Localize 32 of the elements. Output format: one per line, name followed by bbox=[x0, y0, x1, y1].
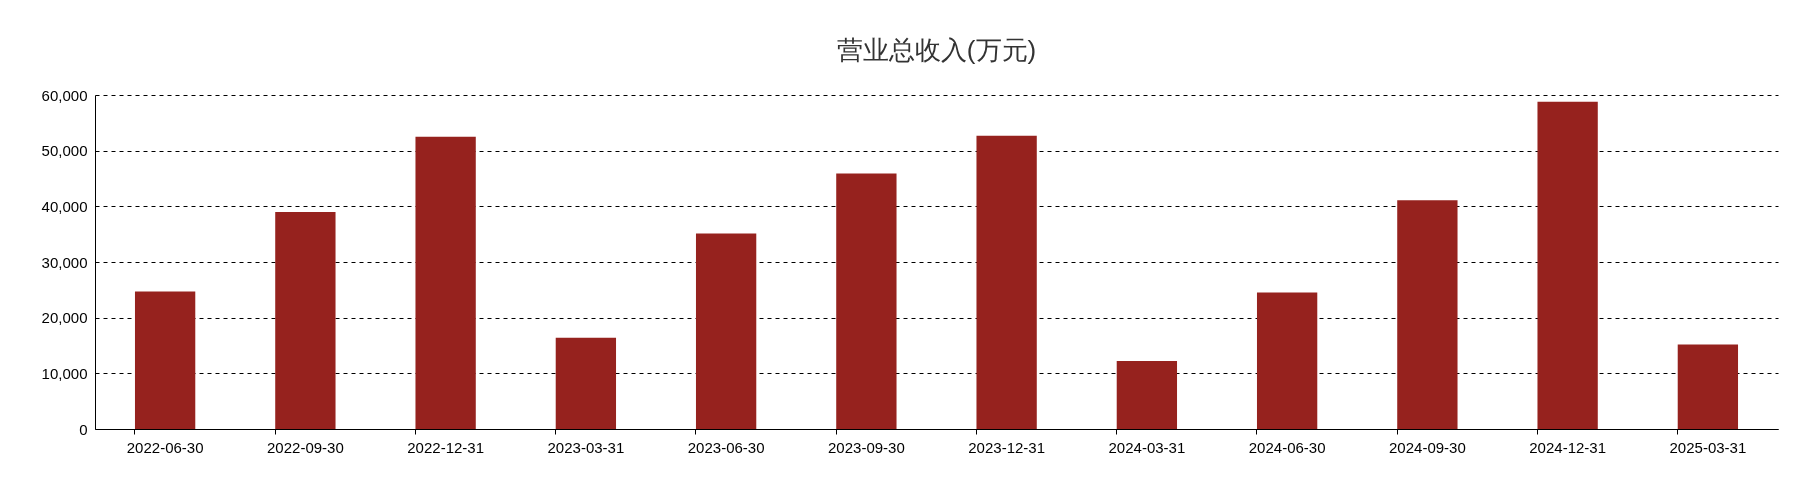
bar bbox=[1256, 292, 1318, 429]
bar bbox=[836, 173, 897, 429]
bar bbox=[1116, 361, 1178, 429]
x-tick-label: 2024-06-30 bbox=[1248, 438, 1326, 456]
x-tick-label: 2023-12-31 bbox=[968, 438, 1045, 456]
y-tick-label: 40,000 bbox=[41, 197, 88, 215]
bar bbox=[275, 211, 336, 429]
y-tick-label: 10,000 bbox=[41, 364, 88, 382]
x-tick-label: 2022-06-30 bbox=[126, 438, 204, 456]
chart-title: 营业总收入(万元) bbox=[836, 35, 1037, 65]
x-tick-label: 2022-09-30 bbox=[267, 438, 344, 456]
bar bbox=[695, 233, 757, 429]
bar bbox=[134, 291, 196, 429]
x-tick-label: 2024-12-31 bbox=[1529, 438, 1606, 456]
x-tick-label: 2024-09-30 bbox=[1389, 438, 1466, 456]
x-tick-label: 2025-03-31 bbox=[1669, 438, 1747, 456]
x-tick-label: 2023-06-30 bbox=[687, 438, 765, 456]
bar bbox=[555, 337, 617, 429]
y-tick-label: 60,000 bbox=[41, 86, 88, 104]
bar bbox=[976, 135, 1037, 429]
y-tick-label: 20,000 bbox=[41, 309, 88, 327]
y-tick-label: 0 bbox=[79, 420, 88, 438]
y-tick-label: 30,000 bbox=[41, 253, 88, 271]
bar bbox=[1677, 344, 1739, 429]
bar bbox=[1537, 101, 1598, 429]
x-tick-label: 2024-03-31 bbox=[1108, 438, 1186, 456]
bar bbox=[1397, 200, 1458, 429]
x-tick-label: 2023-09-30 bbox=[828, 438, 905, 456]
y-tick-label: 50,000 bbox=[41, 142, 88, 160]
x-tick-label: 2022-12-31 bbox=[407, 438, 484, 456]
bar bbox=[415, 136, 476, 429]
x-tick-label: 2023-03-31 bbox=[547, 438, 625, 456]
